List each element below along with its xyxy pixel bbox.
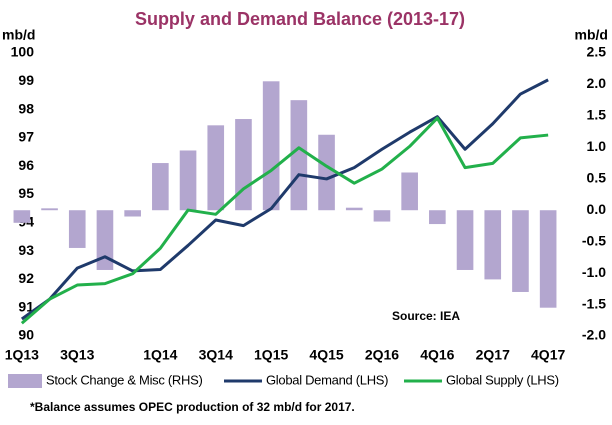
- legend-label: Stock Change & Misc (RHS): [46, 372, 203, 387]
- bar: [345, 207, 363, 211]
- x-tick-label: 1Q15: [254, 347, 288, 363]
- chart-title: Supply and Demand Balance (2013-17): [135, 9, 465, 29]
- bar: [429, 210, 446, 225]
- y2-tick-label: 1.0: [587, 138, 607, 154]
- bar: [68, 210, 86, 248]
- bar: [484, 210, 502, 280]
- x-tick-label: 2Q17: [476, 347, 510, 363]
- bar: [179, 150, 197, 211]
- y2-tick-label: -1.0: [582, 264, 606, 280]
- y-tick-label: 90: [18, 327, 34, 343]
- y2-axis-label: mb/d: [575, 27, 608, 43]
- bar: [235, 119, 252, 211]
- bar: [41, 208, 58, 211]
- bar: [290, 100, 308, 211]
- y-tick-label: 93: [18, 242, 34, 258]
- y2-tick-label: 1.5: [587, 107, 607, 123]
- bar: [401, 172, 418, 211]
- bar: [124, 210, 141, 217]
- y2-tick-label: -1.5: [582, 295, 606, 311]
- x-tick-label: 3Q13: [60, 347, 94, 363]
- legend-label: Global Demand (LHS): [266, 372, 388, 387]
- bar: [456, 210, 474, 270]
- y-axis-label: mb/d: [2, 27, 35, 43]
- y-tick-label: 97: [18, 129, 34, 145]
- x-tick-label: 4Q15: [309, 347, 343, 363]
- line: [20, 116, 549, 325]
- legend-label: Global Supply (LHS): [446, 372, 559, 387]
- y2-tick-label: 0.0: [587, 201, 607, 217]
- annotation: Source: IEA: [392, 309, 460, 323]
- y2-tick-label: -2.0: [582, 327, 606, 343]
- bar: [207, 125, 225, 211]
- x-tick-label: 3Q14: [199, 347, 233, 363]
- y-tick-label: 98: [18, 100, 34, 116]
- footnote: *Balance assumes OPEC production of 32 m…: [30, 400, 355, 414]
- y2-tick-label: -0.5: [582, 232, 606, 248]
- bar: [539, 210, 557, 308]
- bar: [13, 210, 31, 223]
- legend-swatch: [8, 374, 42, 388]
- x-tick-label: 4Q16: [420, 347, 454, 363]
- bar: [262, 81, 280, 211]
- y2-tick-label: 2.5: [587, 44, 607, 60]
- y-tick-label: 100: [11, 44, 35, 60]
- x-tick-label: 1Q14: [143, 347, 177, 363]
- y-tick-label: 99: [18, 72, 34, 88]
- x-tick-label: 4Q17: [531, 347, 565, 363]
- y2-tick-label: 2.0: [587, 75, 607, 91]
- y2-tick-label: 0.5: [587, 169, 607, 185]
- y-tick-label: 91: [18, 298, 34, 314]
- bar: [512, 210, 529, 292]
- bar: [318, 134, 335, 211]
- bar: [152, 163, 169, 211]
- y-tick-label: 96: [18, 157, 34, 173]
- line: [20, 78, 549, 321]
- x-tick-label: 2Q16: [365, 347, 399, 363]
- bar: [96, 210, 114, 270]
- y-tick-label: 95: [18, 185, 34, 201]
- y-tick-label: 92: [18, 270, 34, 286]
- x-tick-label: 1Q13: [5, 347, 39, 363]
- bar: [373, 210, 391, 222]
